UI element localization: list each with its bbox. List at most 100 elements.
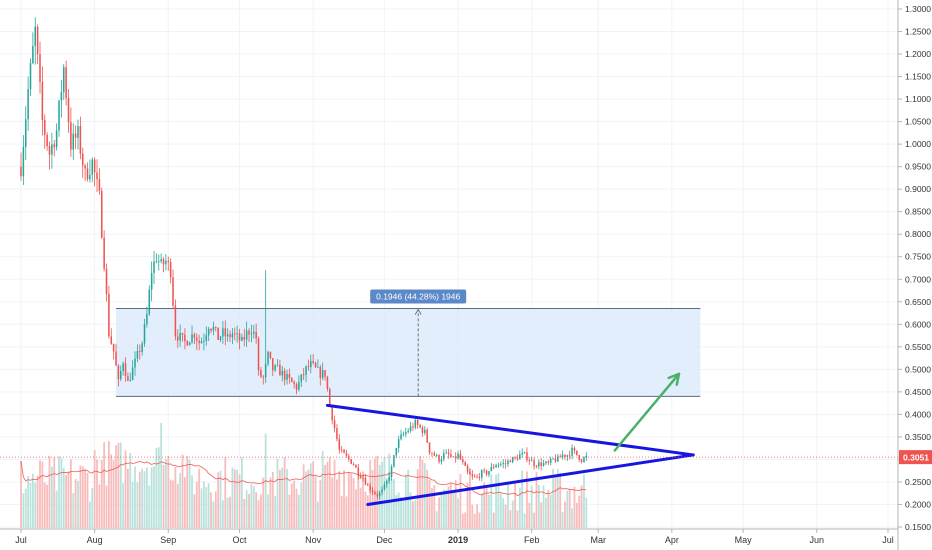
volume-bar (269, 477, 272, 528)
candle-body (48, 146, 51, 155)
candle-body (155, 261, 158, 263)
volume-bar (575, 502, 578, 528)
candle-body (186, 341, 189, 346)
candle-body (502, 463, 504, 465)
candle-body (231, 333, 234, 338)
volume-bar (343, 470, 345, 528)
candle-body (535, 466, 538, 468)
candle-body (291, 377, 293, 382)
candle-body (390, 466, 393, 478)
volume-bar (369, 460, 372, 528)
volume-bar (84, 469, 87, 528)
range-label-bg (370, 289, 467, 304)
candle-body (490, 466, 493, 472)
candle-body (274, 365, 276, 371)
candle-body (138, 350, 141, 352)
candle-body (293, 381, 295, 385)
candle-body (378, 492, 381, 497)
candle-body (193, 334, 196, 338)
volume-bar (559, 472, 562, 528)
volume-bar (542, 485, 545, 528)
candle-body (124, 363, 127, 377)
candle-body (500, 463, 502, 465)
volume-bar (317, 501, 319, 528)
volume-bar (286, 469, 288, 528)
price-tick-label: 0.5000 (905, 364, 931, 374)
triangle-trendlines[interactable] (325, 372, 695, 506)
volume-bar (307, 469, 310, 528)
candle-body (300, 374, 303, 382)
volume-bar (279, 469, 281, 528)
volume-bar (22, 493, 25, 528)
volume-bar (338, 471, 341, 528)
candle-body (41, 82, 44, 120)
volume-bar (276, 458, 279, 528)
volume-bar (243, 498, 246, 528)
candle-body (369, 485, 371, 491)
candle-body (86, 168, 89, 180)
candle-body (55, 130, 58, 148)
candle-body (564, 454, 566, 457)
candle-body (457, 453, 459, 459)
volume-moving-average (20, 460, 587, 497)
volume-bar (414, 499, 417, 528)
candle-body (383, 484, 386, 490)
price-tick-label: 0.2000 (905, 499, 931, 509)
volume-bar (516, 510, 519, 528)
candle-body (288, 373, 291, 378)
volume-bar (445, 490, 448, 528)
candle-body (376, 494, 379, 497)
candle-body (100, 190, 103, 238)
volume-bar (50, 466, 53, 528)
volume-bar (217, 472, 220, 528)
candle-body (495, 465, 497, 468)
volume-bar (480, 493, 483, 528)
breakout-arrowhead (667, 372, 681, 386)
candle-body (267, 351, 269, 364)
candle-body (409, 426, 412, 432)
time-tick-label: Feb (524, 535, 540, 545)
time-axis[interactable]: Jul Aug Sep Oct Nov Dec 2019 Feb Mar Apr May Jun Jul (0, 528, 898, 545)
candle-body (526, 452, 528, 461)
volume-bar (412, 501, 414, 528)
volume-bar (39, 460, 41, 528)
triangle-upper-line (325, 403, 695, 457)
candle-body (119, 370, 122, 380)
candle-body (32, 45, 34, 64)
volume-bar (355, 489, 357, 528)
candle-body (243, 336, 246, 340)
volume-bar (226, 497, 229, 528)
volume-bar (499, 493, 502, 528)
candle-body (105, 268, 108, 295)
volume-bar (298, 494, 300, 528)
volume-bar (578, 495, 581, 528)
candle-body (540, 462, 542, 466)
candle-body (203, 340, 205, 342)
volume-bar (526, 471, 528, 528)
candle-body (245, 330, 248, 340)
price-axis[interactable]: 0.15000.20000.25000.30000.35000.40000.45… (897, 0, 932, 550)
volume-bar (419, 456, 421, 528)
volume-bar (293, 480, 296, 528)
candle-body (91, 159, 94, 175)
candle-body (530, 460, 533, 462)
candle-body (184, 334, 186, 342)
candle-body (153, 261, 155, 274)
volume-bar (238, 474, 241, 528)
candle-body (160, 259, 162, 262)
volume-bar (464, 512, 467, 528)
volume-bar (400, 497, 402, 528)
volume-bar (74, 479, 77, 528)
price-tick-label: 0.7500 (905, 252, 931, 262)
volume-bar (295, 488, 298, 528)
volume-bar (416, 469, 419, 528)
candle-body (466, 465, 469, 472)
volume-bar (540, 502, 543, 528)
candle-body (310, 361, 312, 368)
volume-bar (352, 478, 355, 528)
time-tick-label: Mar (590, 535, 606, 545)
candle-body (407, 431, 409, 433)
volume-bar (357, 472, 360, 528)
candle-body (345, 453, 348, 456)
